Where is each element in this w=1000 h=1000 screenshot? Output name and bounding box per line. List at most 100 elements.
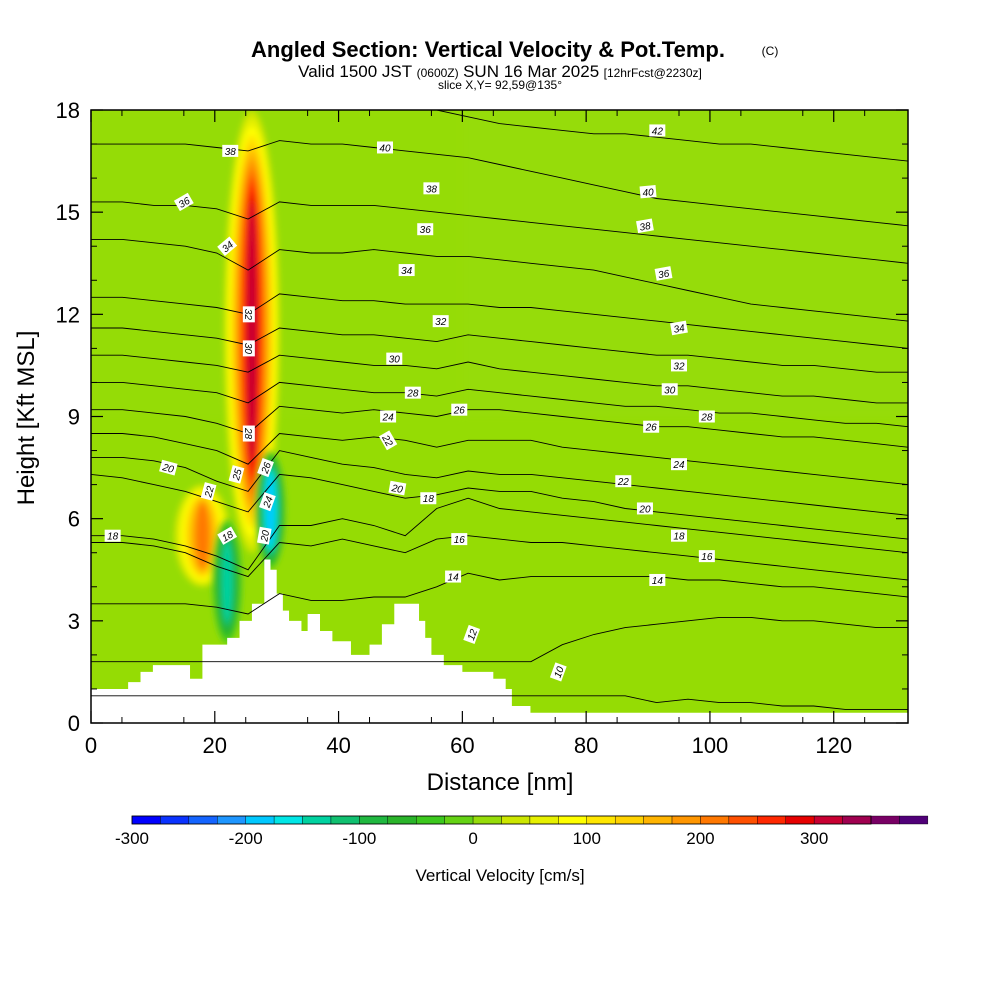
contour-label-text: 20 (160, 462, 175, 476)
colorbar-swatch (273, 815, 303, 825)
contour-label-text: 24 (672, 460, 685, 471)
contour-label-box (242, 306, 255, 323)
chart-title: Angled Section: Vertical Velocity & Pot.… (251, 37, 725, 62)
contour-labels: 10 12 14 14 16 16 18 18 18 18 20 20 20 20 22 22 22 24 24 24… (104, 124, 715, 682)
contour-label-38: 38 (423, 182, 440, 195)
colorbar-swatch (472, 815, 502, 825)
contour-label-text: 26 (260, 461, 275, 477)
isentrope-10 (91, 695, 908, 710)
contour-label-box (378, 430, 398, 451)
contour-label-box (388, 480, 407, 496)
contour-label-box (200, 482, 217, 501)
colorbar-tick-label: -200 (229, 829, 263, 848)
velocity-plume-1-8 (197, 504, 208, 567)
contour-label-20: 20 (257, 526, 272, 545)
contour-label-text: 18 (107, 532, 119, 543)
contour-label-box (217, 526, 238, 545)
contour-label-box (376, 141, 393, 154)
y-axis-label: Height [Kft MSL] (13, 331, 40, 506)
isentrope-18 (91, 497, 908, 571)
contour-label-box (615, 475, 632, 488)
plot-area: 10 12 14 14 16 16 18 18 18 18 20 20 20 20 22 22 22 24 24 24… (91, 110, 908, 723)
contour-label-text: 36 (657, 268, 670, 281)
colorbar-swatch (899, 815, 929, 825)
contour-label-text: 18 (423, 494, 435, 505)
colorbar-swatch (671, 815, 701, 825)
contour-label-box (432, 315, 449, 328)
contour-label-box (228, 465, 245, 484)
contour-label-box (636, 218, 654, 234)
colorbar-swatch (842, 815, 872, 825)
contour-label-box (242, 340, 255, 357)
contour-label-box (636, 502, 653, 515)
contour-label-text: 25 (231, 468, 245, 483)
contour-label-25: 25 (228, 465, 245, 484)
contour-label-box (670, 458, 687, 471)
contour-label-14: 14 (649, 573, 666, 587)
colorbar: -300 -200 -100 0 100 200 300 Vertical Velocity… (115, 815, 929, 885)
contour-label-box (257, 526, 272, 545)
contour-label-34: 34 (670, 320, 688, 336)
contour-label-box (173, 192, 194, 212)
contour-label-text: 32 (673, 361, 685, 372)
contour-label-40: 40 (639, 185, 657, 199)
colorbar-swatch (217, 815, 246, 825)
colorbar-label: Vertical Velocity [cm/s] (415, 866, 584, 885)
contour-label-14: 14 (445, 570, 462, 584)
contour-label-box (670, 320, 688, 336)
contour-label-text: 22 (379, 433, 395, 449)
contour-label-32: 32 (242, 306, 255, 323)
contour-label-text: 36 (420, 225, 432, 236)
contour-label-text: 18 (673, 532, 685, 543)
y-tick-label: 9 (68, 405, 80, 430)
contour-label-text: 28 (242, 427, 253, 440)
contour-label-10: 10 (549, 662, 567, 682)
contour-label-12: 12 (463, 624, 480, 645)
contour-label-box (404, 386, 421, 399)
contour-label-text: 40 (642, 187, 654, 199)
contour-label-text: 16 (454, 535, 466, 546)
axis-ticks (90, 109, 908, 724)
isentrope-16 (91, 535, 908, 581)
isentropes (91, 110, 908, 710)
y-tick-label: 0 (68, 711, 80, 736)
valid-date: SUN 16 Mar 2025 (463, 62, 599, 81)
velocity-plume-0-12 (247, 201, 257, 462)
colorbar-swatch (700, 815, 730, 825)
y-tick-label: 18 (56, 98, 80, 123)
isentrope-36 (91, 238, 908, 322)
colorbar-swatch (870, 815, 900, 825)
colorbar-swatch (728, 815, 758, 825)
contour-label-text: 20 (390, 483, 404, 496)
contour-label-text: 34 (673, 323, 686, 336)
contour-label-28: 28 (242, 425, 255, 442)
contour-label-text: 32 (242, 309, 253, 321)
contour-label-box (242, 425, 255, 442)
contour-label-28: 28 (698, 410, 715, 424)
x-tick-label: 100 (692, 733, 729, 758)
chart-title-unit: (C) (762, 44, 779, 58)
contour-label-box (380, 410, 397, 423)
contour-label-22: 22 (615, 475, 632, 488)
contour-label-text: 38 (225, 147, 237, 158)
contour-label-text: 16 (701, 552, 713, 563)
contour-label-30: 30 (661, 383, 678, 396)
contour-label-24: 24 (380, 410, 397, 424)
isentrope-38 (91, 201, 908, 264)
contour-label-text: 18 (220, 529, 236, 544)
contour-label-28: 28 (404, 386, 421, 400)
x-tick-label: 0 (85, 733, 97, 758)
contour-label-box (104, 529, 121, 542)
isentrope-42 (434, 110, 908, 162)
contour-label-18: 18 (104, 529, 121, 543)
contour-label-box (222, 144, 239, 157)
colorbar-swatch (529, 815, 559, 825)
contour-label-26: 26 (451, 403, 468, 417)
contour-label-box (259, 492, 276, 512)
colorbar-swatch (785, 815, 815, 825)
colorbar-swatch (160, 815, 190, 825)
colorbar-swatch (643, 815, 673, 825)
contour-label-box (420, 492, 437, 505)
contour-label-text: 14 (652, 576, 664, 587)
contour-label-text: 30 (664, 385, 676, 396)
